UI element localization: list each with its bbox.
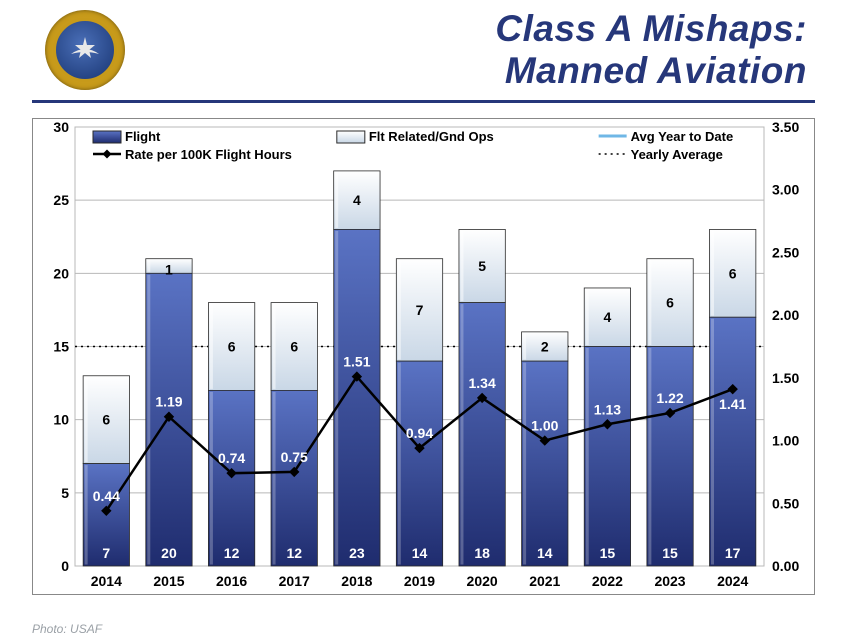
category-label: 2021 <box>529 573 560 589</box>
category-label: 2023 <box>654 573 685 589</box>
svg-text:1.00: 1.00 <box>772 433 799 449</box>
value-rate: 0.44 <box>93 488 120 504</box>
title-line-2: Manned Aviation <box>495 50 807 92</box>
svg-text:10: 10 <box>53 412 69 428</box>
bar-flight <box>710 317 756 566</box>
value-flt-related: 4 <box>353 192 361 208</box>
value-flt-related: 6 <box>290 339 298 355</box>
seal-inner <box>53 18 117 82</box>
header: Class A Mishaps: Manned Aviation <box>0 0 847 110</box>
value-flt-related: 7 <box>416 302 424 318</box>
photo-credit: Photo: USAF <box>32 622 102 636</box>
bar-flight <box>334 229 380 566</box>
value-rate: 1.51 <box>343 354 370 370</box>
category-label: 2016 <box>216 573 247 589</box>
value-flt-related: 1 <box>165 262 173 278</box>
value-rate: 1.22 <box>656 390 683 406</box>
bar-flight <box>459 303 505 566</box>
category-label: 2018 <box>341 573 372 589</box>
value-flight: 7 <box>102 545 110 561</box>
svg-text:0.00: 0.00 <box>772 558 799 574</box>
value-flight: 18 <box>474 545 490 561</box>
bar-flight <box>584 347 630 567</box>
value-rate: 1.19 <box>155 394 182 410</box>
mishaps-chart: 0510152025300.000.501.001.502.002.503.00… <box>33 119 814 594</box>
bar-flight <box>647 347 693 567</box>
chart-container: 0510152025300.000.501.001.502.002.503.00… <box>32 118 815 595</box>
value-flight: 17 <box>725 545 741 561</box>
value-flt-related: 6 <box>729 265 737 281</box>
value-rate: 1.41 <box>719 396 746 412</box>
legend-flt-related: Flt Related/Gnd Ops <box>369 129 494 144</box>
slide: Class A Mishaps: Manned Aviation 0510152… <box>0 0 847 615</box>
legend-rate: Rate per 100K Flight Hours <box>125 147 292 162</box>
category-label: 2019 <box>404 573 435 589</box>
slide-title: Class A Mishaps: Manned Aviation <box>495 8 807 92</box>
value-flt-related: 5 <box>478 258 486 274</box>
category-label: 2014 <box>91 573 122 589</box>
value-rate: 1.13 <box>594 401 621 417</box>
svg-text:0: 0 <box>61 558 69 574</box>
value-rate: 1.00 <box>531 418 558 434</box>
value-flt-related: 2 <box>541 339 549 355</box>
legend-flight: Flight <box>125 129 161 144</box>
category-label: 2015 <box>153 573 184 589</box>
svg-text:3.00: 3.00 <box>772 182 799 198</box>
bar-flight <box>522 361 568 566</box>
title-underline <box>32 100 815 103</box>
legend-yearly-avg: Yearly Average <box>631 147 723 162</box>
category-label: 2024 <box>717 573 748 589</box>
svg-text:1.50: 1.50 <box>772 370 799 386</box>
svg-text:30: 30 <box>53 119 69 135</box>
legend-avg-ytd: Avg Year to Date <box>631 129 734 144</box>
value-rate: 0.74 <box>218 450 245 466</box>
svg-text:2.00: 2.00 <box>772 307 799 323</box>
value-flight: 15 <box>600 545 616 561</box>
value-flight: 14 <box>412 545 428 561</box>
value-flight: 14 <box>537 545 553 561</box>
value-flt-related: 6 <box>102 412 110 428</box>
value-flight: 12 <box>286 545 302 561</box>
air-force-seal-icon <box>45 10 125 90</box>
svg-text:0.50: 0.50 <box>772 495 799 511</box>
category-label: 2022 <box>592 573 623 589</box>
value-flt-related: 6 <box>228 339 236 355</box>
value-flt-related: 4 <box>604 309 612 325</box>
title-line-1: Class A Mishaps: <box>495 8 807 50</box>
svg-text:3.50: 3.50 <box>772 119 799 135</box>
category-label: 2020 <box>467 573 498 589</box>
svg-text:2.50: 2.50 <box>772 244 799 260</box>
svg-text:15: 15 <box>53 339 69 355</box>
value-flight: 15 <box>662 545 678 561</box>
value-flight: 23 <box>349 545 365 561</box>
bar-flight <box>396 361 442 566</box>
value-rate: 0.94 <box>406 425 433 441</box>
category-label: 2017 <box>279 573 310 589</box>
value-flt-related: 6 <box>666 295 674 311</box>
svg-text:20: 20 <box>53 265 69 281</box>
value-flight: 20 <box>161 545 177 561</box>
svg-text:25: 25 <box>53 192 69 208</box>
value-rate: 1.34 <box>469 375 496 391</box>
value-rate: 0.75 <box>281 449 308 465</box>
svg-text:5: 5 <box>61 485 69 501</box>
value-flight: 12 <box>224 545 240 561</box>
bar-flight <box>271 390 317 566</box>
